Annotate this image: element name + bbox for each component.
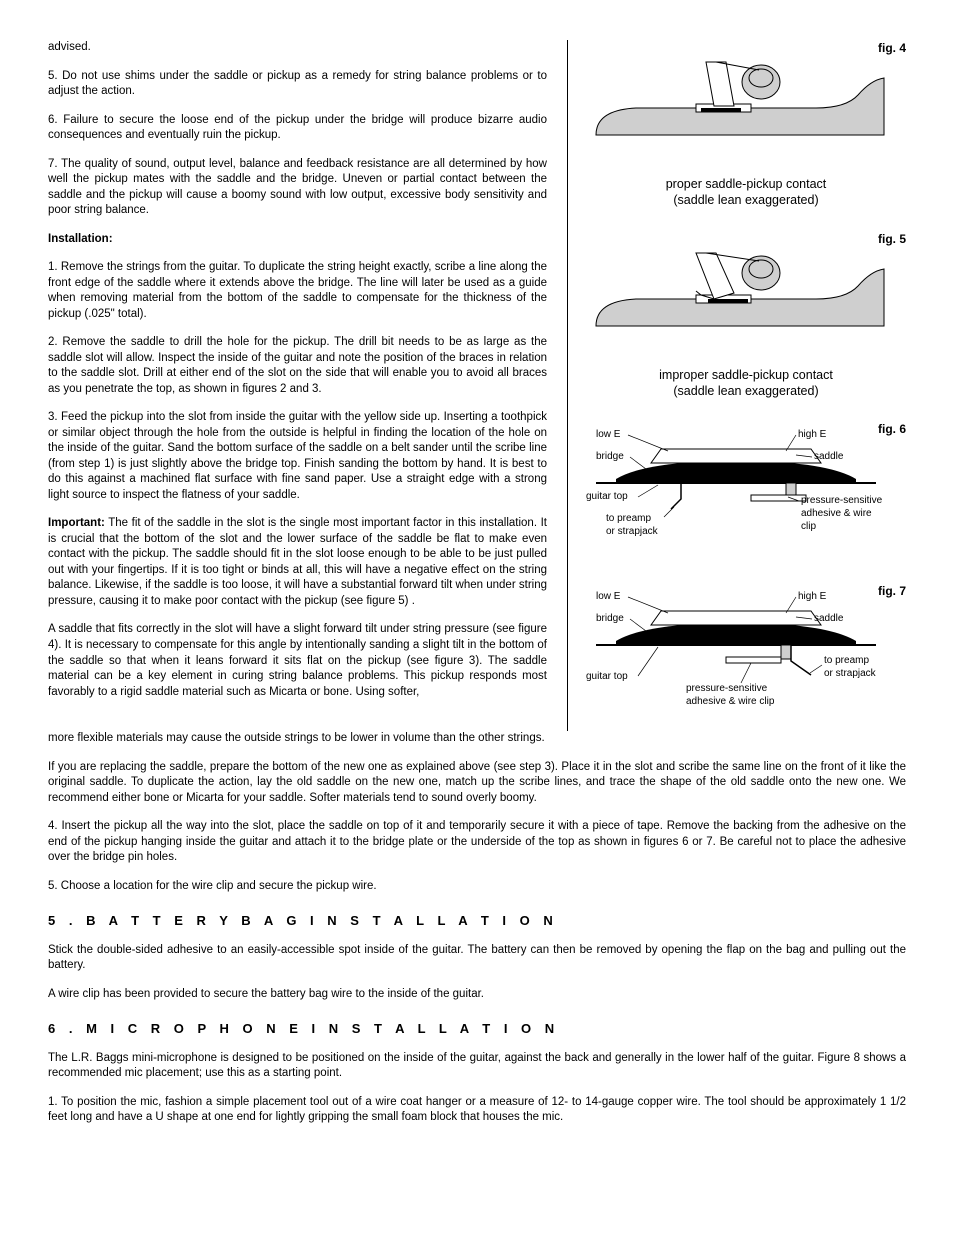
- svg-text:to preamp: to preamp: [824, 655, 869, 666]
- install-important: Important: The fit of the saddle in the …: [48, 516, 547, 609]
- text-advised: advised.: [48, 40, 547, 56]
- install-step2: 2. Remove the saddle to drill the hole f…: [48, 335, 547, 397]
- left-column: advised. 5. Do not use shims under the s…: [48, 40, 547, 731]
- fig4-svg: [586, 40, 886, 170]
- svg-text:pressure-sensitive: pressure-sensitive: [801, 495, 883, 506]
- text-p7: 7. The quality of sound, output level, b…: [48, 157, 547, 219]
- svg-text:or strapjack: or strapjack: [606, 526, 659, 537]
- mic-p2: 1. To position the mic, fashion a simple…: [48, 1095, 906, 1126]
- svg-text:guitar top: guitar top: [586, 671, 628, 682]
- important-body: The fit of the saddle in the slot is the…: [48, 517, 547, 607]
- install-tilt2: more flexible materials may cause the ou…: [48, 731, 906, 747]
- text-p6: 6. Failure to secure the loose end of th…: [48, 113, 547, 144]
- fig5-svg: [586, 231, 886, 361]
- svg-text:saddle: saddle: [814, 613, 844, 624]
- svg-text:saddle: saddle: [814, 451, 844, 462]
- fig5-label: fig. 5: [878, 231, 906, 247]
- svg-text:low E: low E: [596, 429, 621, 440]
- right-column: fig. 4 proper saddle-pickup contact(sadd…: [567, 40, 906, 731]
- figure-5: fig. 5 improper saddle-pickup contact(sa…: [586, 231, 906, 400]
- fig5-caption: improper saddle-pickup contact(saddle le…: [586, 367, 906, 400]
- fig4-caption: proper saddle-pickup contact(saddle lean…: [586, 176, 906, 209]
- battery-p1: Stick the double-sided adhesive to an ea…: [48, 943, 906, 974]
- battery-head: 5 . B A T T E R Y B A G I N S T A L L A …: [48, 912, 906, 930]
- install-step5: 5. Choose a location for the wire clip a…: [48, 879, 906, 895]
- svg-text:adhesive & wire: adhesive & wire: [801, 508, 872, 519]
- important-label: Important:: [48, 517, 105, 529]
- fig6-label: fig. 6: [878, 421, 906, 437]
- text-p5: 5. Do not use shims under the saddle or …: [48, 69, 547, 100]
- fig4-label: fig. 4: [878, 40, 906, 56]
- install-step4: 4. Insert the pickup all the way into th…: [48, 819, 906, 866]
- install-step1: 1. Remove the strings from the guitar. T…: [48, 260, 547, 322]
- figure-7: fig. 7 low E high E bridge saddle guitar…: [586, 583, 906, 723]
- battery-p2: A wire clip has been provided to secure …: [48, 987, 906, 1003]
- svg-text:bridge: bridge: [596, 451, 624, 462]
- fig7-label: fig. 7: [878, 583, 906, 599]
- figure-4: fig. 4 proper saddle-pickup contact(sadd…: [586, 40, 906, 209]
- svg-text:bridge: bridge: [596, 613, 624, 624]
- svg-text:high E: high E: [798, 591, 827, 602]
- installation-head: Installation:: [48, 232, 547, 248]
- svg-text:clip: clip: [801, 521, 816, 532]
- svg-text:pressure-sensitive: pressure-sensitive: [686, 683, 768, 694]
- svg-text:high E: high E: [798, 429, 827, 440]
- svg-text:or strapjack: or strapjack: [824, 668, 877, 679]
- mic-head: 6 . M I C R O P H O N E I N S T A L L A …: [48, 1020, 906, 1038]
- svg-text:to preamp: to preamp: [606, 513, 651, 524]
- svg-text:guitar top: guitar top: [586, 491, 628, 502]
- mic-p1: The L.R. Baggs mini-microphone is design…: [48, 1051, 906, 1082]
- fig6-svg: low E high E bridge saddle guitar top to…: [586, 421, 886, 561]
- figure-6: fig. 6 low E high E bridge saddle guitar…: [586, 421, 906, 561]
- install-step3: 3. Feed the pickup into the slot from in…: [48, 410, 547, 503]
- install-replace: If you are replacing the saddle, prepare…: [48, 760, 906, 807]
- svg-text:low E: low E: [596, 591, 621, 602]
- svg-text:adhesive & wire clip: adhesive & wire clip: [686, 696, 775, 707]
- fig7-svg: low E high E bridge saddle guitar top to…: [586, 583, 886, 723]
- install-tilt1: A saddle that fits correctly in the slot…: [48, 622, 547, 700]
